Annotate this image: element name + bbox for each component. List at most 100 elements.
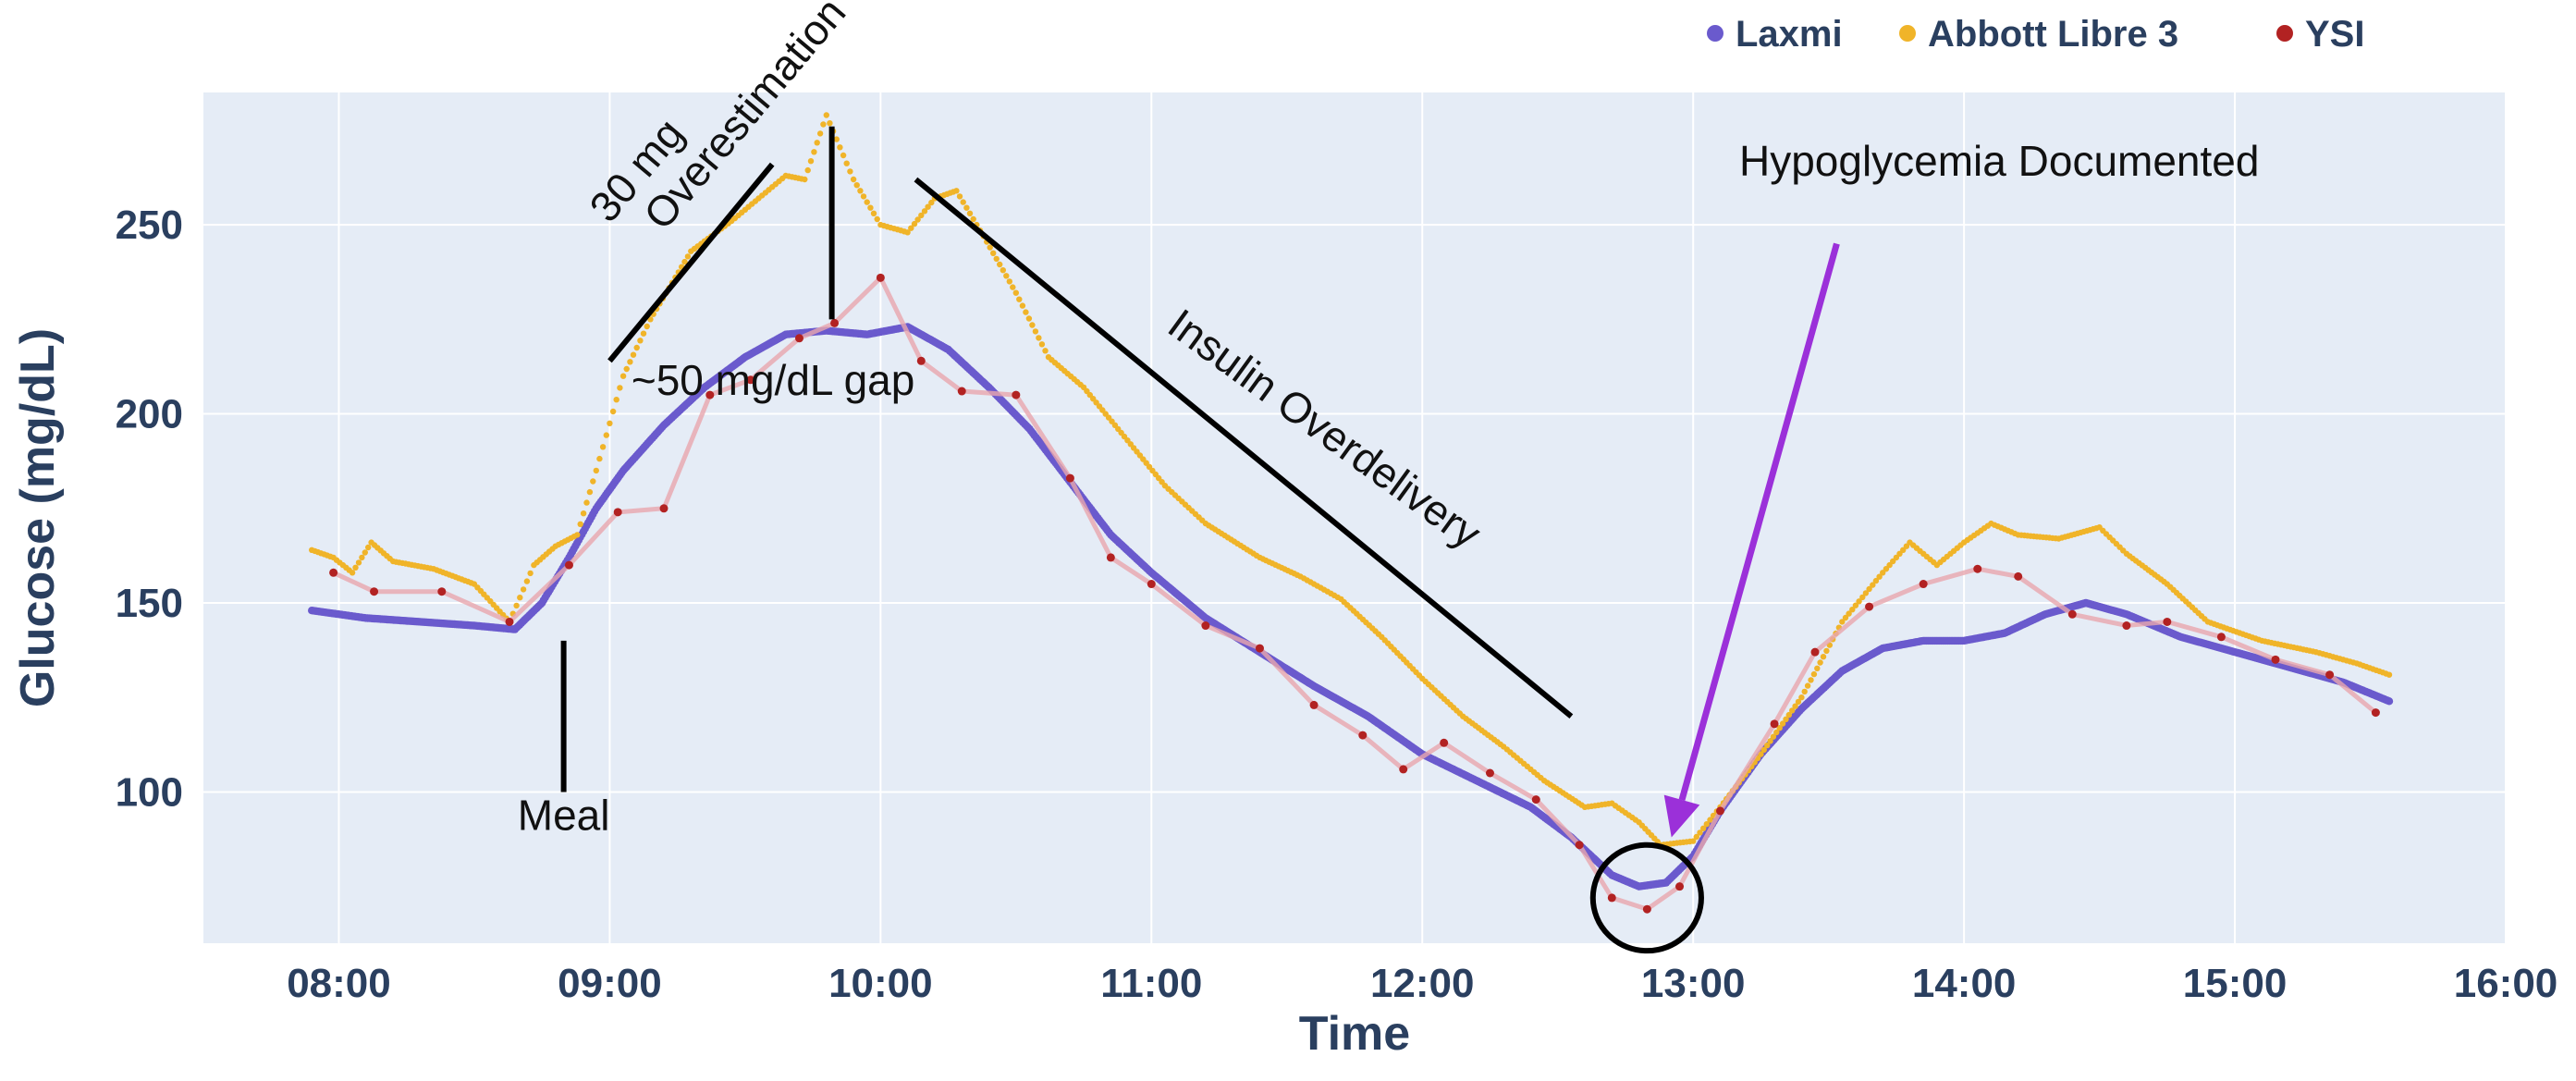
libre-point [956,193,963,200]
ysi-point [1309,700,1319,709]
legend-label: Abbott Libre 3 [1928,14,2178,55]
ysi-point [1399,765,1408,774]
x-tick-label: 13:00 [1641,961,1746,1006]
libre-point [1886,561,1893,569]
ysi-point [329,568,338,577]
ysi-point [1575,841,1584,850]
libre-point [355,559,362,566]
libre-point [1849,607,1856,613]
libre-point [1859,594,1866,601]
libre-point [527,570,534,577]
libre-point [603,432,609,438]
libre-point [633,344,640,351]
libre-point [681,258,688,265]
libre-point [623,365,630,373]
libre-point [359,554,365,561]
libre-point [599,444,607,450]
libre-point [1817,659,1823,666]
libre-point [1814,665,1821,671]
ysi-line [332,274,2377,912]
x-tick-label: 10:00 [828,961,933,1006]
legend-marker [1707,25,1723,42]
ysi-point [505,617,514,626]
libre-point [1783,716,1789,722]
libre-point [1016,296,1023,302]
ysi-point [794,334,803,343]
libre-point [1842,614,1849,621]
libre-point [953,188,960,194]
ysi-point [1201,621,1210,631]
nadir-highlight-ellipse [1589,841,1704,954]
libre-point [1876,573,1883,580]
libre-point [593,467,599,474]
libre-point [928,199,935,206]
libre-point [804,166,811,174]
ysi-point [2163,617,2172,626]
libre-point [1019,302,1026,309]
series-layer [308,112,2394,914]
y-tick-label: 200 [116,392,183,437]
ysi-point [1919,580,1928,589]
libre-point [1042,348,1049,354]
ysi-point [1973,564,1982,573]
ysi-point [916,356,926,365]
libre-point [1773,729,1780,736]
libre-point [960,199,966,205]
ysi-point [1607,893,1616,903]
libre-point [820,121,827,128]
y-tick-label: 150 [116,581,183,626]
libre-point [1903,543,1910,549]
libre-point [1866,585,1872,593]
libre-point [580,510,587,517]
libre-point [1872,577,1880,584]
libre-point [1006,278,1013,285]
libre-point [843,160,850,166]
libre-point [1852,602,1859,608]
libre-point [1700,825,1707,831]
libre-point [1707,817,1713,823]
x-tick-label: 12:00 [1370,961,1475,1006]
libre-point [1770,733,1777,740]
x-axis-ticks: 08:00 09:00 10:00 11:00 12:00 13:00 14:00 15:00… [287,961,2558,1006]
grid [203,92,2507,943]
ysi-point [370,587,379,596]
libre-point [1883,566,1890,572]
legend-label: Laxmi [1736,14,1843,55]
laxmi-point [2385,697,2394,706]
libre-point [1693,833,1700,841]
libre-point [1823,647,1830,655]
libre-point [816,130,824,137]
ysi-point [1065,473,1074,483]
libre-point [1856,598,1862,605]
libre-point [609,408,617,415]
libre-point [1900,547,1907,553]
libre-point [864,199,870,205]
libre-point [617,385,623,391]
libre-point [874,215,880,223]
libre-point [1776,725,1783,731]
ysi-point [876,273,885,282]
y-axis-ticks: 100 150 200 250 [116,203,183,815]
x-tick-label: 16:00 [2454,961,2558,1006]
libre-point [1036,335,1042,341]
libre-point [613,397,619,403]
libre-point [1697,829,1703,836]
libre-point [850,176,857,183]
legend-label: YSI [2305,14,2364,55]
libre-point [811,149,817,155]
libre-point [1703,821,1711,828]
libre-point [1798,694,1805,701]
x-axis-title: Time [1299,1007,1410,1061]
series-abbott-libre-3 [309,112,2393,848]
ysi-point [2067,609,2077,619]
series-ysi [329,273,2380,914]
ysi-point [2271,655,2280,664]
libre-point [513,602,520,609]
annotation-gap: ~50 mg/dL gap [632,356,914,404]
libre-point [1690,838,1697,844]
ysi-point [957,387,966,396]
x-tick-label: 11:00 [1100,961,1202,1006]
ysi-point [1147,580,1156,589]
libre-point [918,212,925,219]
